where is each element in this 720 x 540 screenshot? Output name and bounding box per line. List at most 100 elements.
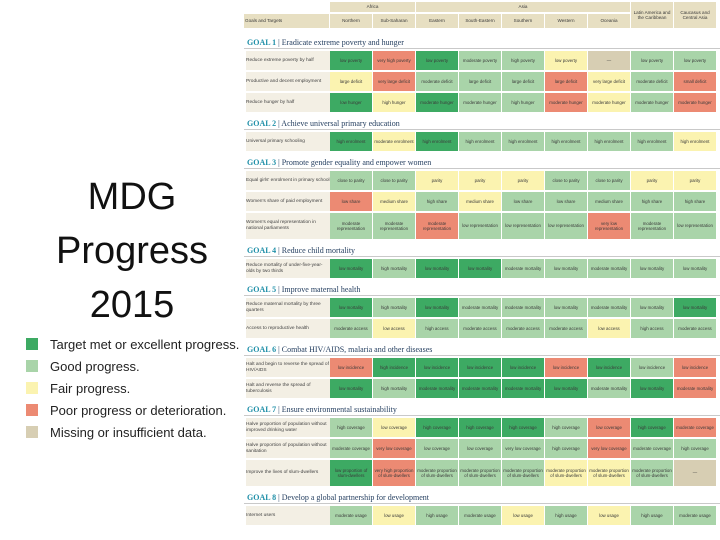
status-cell: low mortality bbox=[330, 379, 372, 398]
status-cell: moderate hunger bbox=[459, 93, 501, 112]
goal-name: Ensure environmental sustainability bbox=[281, 405, 397, 414]
status-cell: high enrolment bbox=[631, 132, 673, 151]
title-line-1: MDG bbox=[87, 176, 177, 218]
status-cell: very high poverty bbox=[373, 51, 415, 70]
goal-name: Eradicate extreme poverty and hunger bbox=[281, 38, 404, 47]
table-row: Internet users moderate usage low usage hig… bbox=[244, 506, 720, 527]
status-cell: moderate access bbox=[330, 319, 372, 338]
subregion-header: Southern bbox=[502, 14, 544, 28]
legend-label: Missing or insufficient data. bbox=[50, 424, 207, 440]
legend-item: Poor progress or deterioration. bbox=[26, 399, 239, 421]
status-cell: high enrolment bbox=[502, 132, 544, 151]
status-cell: moderate proportion of slum-dwellers bbox=[631, 460, 673, 486]
status-cell: low mortality bbox=[545, 298, 587, 317]
status-cell: low mortality bbox=[545, 379, 587, 398]
status-cell: high access bbox=[416, 319, 458, 338]
status-cell: low mortality bbox=[631, 298, 673, 317]
status-cell: medium share bbox=[459, 192, 501, 211]
status-cell: large deficit bbox=[330, 72, 372, 91]
status-cell: low usage bbox=[502, 506, 544, 525]
status-cell: moderate hunger bbox=[631, 93, 673, 112]
status-cell: — bbox=[674, 460, 716, 486]
status-cell: high coverage bbox=[416, 418, 458, 437]
table-row: Equal girls' enrolment in primary school… bbox=[244, 171, 720, 192]
status-cell: high mortality bbox=[373, 298, 415, 317]
goal-heading: GOAL 2 | Achieve universal primary educa… bbox=[244, 117, 720, 130]
table-row: Reduce mortality of under-five-year-olds… bbox=[244, 259, 720, 280]
status-cell: high share bbox=[631, 192, 673, 211]
status-cell: high enrolment bbox=[674, 132, 716, 151]
goal-heading: GOAL 1 | Eradicate extreme poverty and h… bbox=[244, 36, 720, 49]
status-cell: moderate representation bbox=[416, 213, 458, 239]
subregion-header: Western bbox=[545, 14, 587, 28]
status-cell: very low coverage bbox=[373, 439, 415, 458]
title-line-2: Progress bbox=[55, 230, 209, 272]
status-cell: parity bbox=[416, 171, 458, 190]
goal-title: GOAL 6 | Combat HIV/AIDS, malaria and ot… bbox=[247, 345, 433, 354]
table-row: Halt and begin to reverse the spread of … bbox=[244, 358, 720, 379]
status-cell: very low representation bbox=[588, 213, 630, 239]
table-row: Halve proportion of population without i… bbox=[244, 418, 720, 439]
status-cell: low mortality bbox=[330, 259, 372, 278]
status-cell: low usage bbox=[588, 506, 630, 525]
status-cell: high enrolment bbox=[545, 132, 587, 151]
status-cell: large deficit bbox=[502, 72, 544, 91]
status-cell: moderate mortality bbox=[588, 379, 630, 398]
status-cell: moderate mortality bbox=[588, 259, 630, 278]
status-cell: low incidence bbox=[330, 358, 372, 377]
status-cell: moderate proportion of slum-dwellers bbox=[545, 460, 587, 486]
goal-name: Reduce child mortality bbox=[281, 246, 356, 255]
status-cell: low coverage bbox=[588, 418, 630, 437]
target-label: Reduce mortality of under-five-year-olds… bbox=[246, 259, 330, 278]
title-line-3: 2015 bbox=[89, 284, 175, 326]
subregion-header: Oceania bbox=[588, 14, 630, 28]
status-cell: low usage bbox=[373, 506, 415, 525]
goal-number: GOAL 3 bbox=[247, 158, 277, 167]
status-cell: high mortality bbox=[373, 259, 415, 278]
status-cell: parity bbox=[631, 171, 673, 190]
goal-heading: GOAL 3 | Promote gender equality and emp… bbox=[244, 156, 720, 169]
goal-number: GOAL 1 bbox=[247, 38, 277, 47]
status-cell: moderate poverty bbox=[459, 51, 501, 70]
status-cell: very large deficit bbox=[588, 72, 630, 91]
subregion-header: Northern bbox=[330, 14, 372, 28]
legend-label: Target met or excellent progress. bbox=[50, 336, 240, 352]
status-cell: low incidence bbox=[459, 358, 501, 377]
status-cell: very high proportion of slum-dwellers bbox=[373, 460, 415, 486]
table-row: Halt and reverse the spread of tuberculo… bbox=[244, 379, 720, 400]
goal-name: Promote gender equality and empower wome… bbox=[281, 158, 432, 167]
table-row: Halve proportion of population without s… bbox=[244, 439, 720, 460]
status-cell: moderate hunger bbox=[416, 93, 458, 112]
target-label: Women's share of paid employment bbox=[246, 192, 330, 211]
legend-swatch bbox=[26, 404, 38, 416]
status-cell: moderate mortality bbox=[459, 379, 501, 398]
status-cell: high coverage bbox=[674, 439, 716, 458]
status-cell: high enrolment bbox=[416, 132, 458, 151]
legend: Target met or excellent progress. Good pr… bbox=[26, 333, 239, 443]
goal-number: GOAL 5 bbox=[247, 285, 277, 294]
status-cell: high usage bbox=[545, 506, 587, 525]
status-cell: high enrolment bbox=[330, 132, 372, 151]
status-cell: low poverty bbox=[416, 51, 458, 70]
status-cell: low share bbox=[330, 192, 372, 211]
status-cell: low incidence bbox=[545, 358, 587, 377]
status-cell: moderate access bbox=[502, 319, 544, 338]
goals-targets-header: Goals and Targets bbox=[244, 14, 329, 28]
status-cell: low mortality bbox=[545, 259, 587, 278]
subregion-header: Sub-Saharan bbox=[373, 14, 415, 28]
legend-item: Target met or excellent progress. bbox=[26, 333, 239, 355]
status-cell: moderate enrolment bbox=[373, 132, 415, 151]
status-cell: moderate mortality bbox=[588, 298, 630, 317]
target-label: Halve proportion of population without i… bbox=[246, 418, 330, 437]
status-cell: low share bbox=[545, 192, 587, 211]
status-cell: moderate access bbox=[459, 319, 501, 338]
status-cell: parity bbox=[502, 171, 544, 190]
goal-title: GOAL 4 | Reduce child mortality bbox=[247, 246, 356, 255]
status-cell: low coverage bbox=[459, 439, 501, 458]
region-header: Latin America and the Caribbean bbox=[631, 2, 673, 28]
region-header: Caucasus and Central Asia bbox=[674, 2, 716, 28]
status-cell: moderate mortality bbox=[502, 379, 544, 398]
status-cell: moderate deficit bbox=[416, 72, 458, 91]
status-cell: low coverage bbox=[416, 439, 458, 458]
status-cell: moderate representation bbox=[373, 213, 415, 239]
